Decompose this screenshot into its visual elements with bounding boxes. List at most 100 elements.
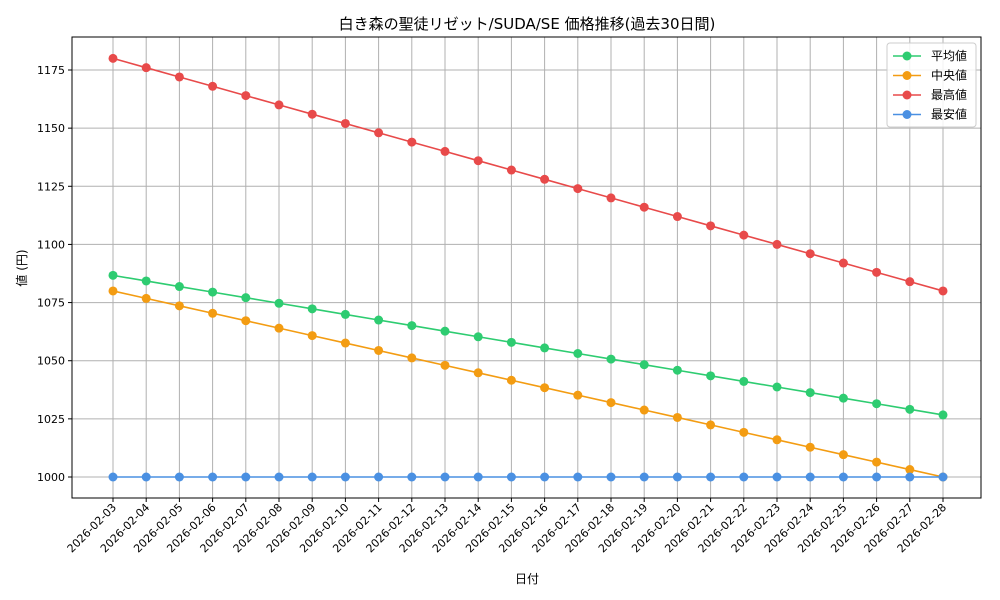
data-point-marker xyxy=(374,128,384,138)
data-point-marker xyxy=(440,326,450,336)
data-point-marker xyxy=(672,212,682,222)
data-point-marker xyxy=(241,316,251,326)
data-point-marker xyxy=(108,270,118,280)
data-point-marker xyxy=(606,354,616,364)
y-axis-label: 値 (円) xyxy=(14,249,29,286)
data-point-marker xyxy=(108,286,118,296)
legend-label: 平均値 xyxy=(931,48,967,63)
y-tick-label: 1125 xyxy=(37,180,65,193)
data-point-marker xyxy=(506,337,516,347)
data-point-marker xyxy=(772,239,782,249)
data-point-marker xyxy=(141,63,151,73)
data-point-marker xyxy=(938,472,948,482)
data-point-marker xyxy=(141,293,151,303)
data-point-marker xyxy=(108,53,118,63)
data-point-marker xyxy=(540,383,550,393)
data-point-marker xyxy=(274,472,284,482)
data-point-marker xyxy=(174,301,184,311)
legend-label: 最高値 xyxy=(931,87,967,102)
data-point-marker xyxy=(307,331,317,341)
data-point-marker xyxy=(938,286,948,296)
data-point-marker xyxy=(440,472,450,482)
data-point-marker xyxy=(340,309,350,319)
data-point-marker xyxy=(706,420,716,430)
data-point-marker xyxy=(739,427,749,437)
data-point-marker xyxy=(573,472,583,482)
data-point-marker xyxy=(374,345,384,355)
data-point-marker xyxy=(706,221,716,231)
data-point-marker xyxy=(208,308,218,318)
data-point-marker xyxy=(772,435,782,445)
data-point-marker xyxy=(739,472,749,482)
legend-item: 平均値 xyxy=(893,48,967,63)
data-point-marker xyxy=(208,287,218,297)
data-point-marker xyxy=(938,410,948,420)
legend-marker-icon xyxy=(902,51,912,61)
data-point-marker xyxy=(174,472,184,482)
data-point-marker xyxy=(872,457,882,467)
data-point-marker xyxy=(739,376,749,386)
data-point-marker xyxy=(672,472,682,482)
data-point-marker xyxy=(407,137,417,147)
y-tick-label: 1100 xyxy=(37,238,65,251)
data-point-marker xyxy=(407,353,417,363)
data-point-marker xyxy=(241,293,251,303)
data-point-marker xyxy=(805,472,815,482)
data-point-marker xyxy=(473,368,483,378)
data-point-marker xyxy=(872,267,882,277)
data-point-marker xyxy=(905,465,915,475)
data-point-marker xyxy=(241,472,251,482)
data-point-marker xyxy=(407,472,417,482)
legend-label: 中央値 xyxy=(931,68,967,83)
data-point-marker xyxy=(639,472,649,482)
data-point-marker xyxy=(872,472,882,482)
data-point-marker xyxy=(905,472,915,482)
data-point-marker xyxy=(838,450,848,460)
data-point-marker xyxy=(374,315,384,325)
data-point-marker xyxy=(340,472,350,482)
data-point-marker xyxy=(838,472,848,482)
series-line xyxy=(108,286,948,482)
data-point-marker xyxy=(540,472,550,482)
y-tick-label: 1150 xyxy=(37,122,65,135)
data-point-marker xyxy=(639,405,649,415)
data-point-marker xyxy=(639,202,649,212)
legend-marker-icon xyxy=(902,110,912,119)
data-point-marker xyxy=(573,184,583,194)
y-tick-label: 1050 xyxy=(37,355,65,368)
plot-frame xyxy=(71,36,982,499)
x-axis-label: 日付 xyxy=(515,572,539,586)
data-point-marker xyxy=(340,118,350,128)
data-point-marker xyxy=(872,399,882,409)
data-point-marker xyxy=(108,472,118,482)
data-point-marker xyxy=(307,109,317,119)
data-point-marker xyxy=(706,472,716,482)
grid-lines xyxy=(72,37,981,498)
data-point-marker xyxy=(174,282,184,292)
legend-item: 最高値 xyxy=(893,87,967,102)
data-point-marker xyxy=(805,388,815,398)
data-point-marker xyxy=(772,472,782,482)
data-point-marker xyxy=(473,156,483,166)
data-point-marker xyxy=(606,398,616,408)
data-point-marker xyxy=(506,472,516,482)
series-line xyxy=(108,53,948,296)
data-point-marker xyxy=(706,371,716,381)
data-point-marker xyxy=(307,472,317,482)
data-point-marker xyxy=(274,100,284,110)
y-tick-label: 1000 xyxy=(37,471,65,484)
data-point-marker xyxy=(473,332,483,342)
x-axis-ticks: 2026-02-032026-02-042026-02-052026-02-06… xyxy=(65,498,949,555)
legend-box xyxy=(886,42,977,128)
y-tick-label: 1175 xyxy=(37,64,65,77)
data-point-marker xyxy=(141,276,151,286)
data-point-marker xyxy=(573,390,583,400)
data-point-marker xyxy=(274,323,284,333)
legend-marker-icon xyxy=(902,71,912,80)
data-point-marker xyxy=(340,338,350,348)
legend-item: 中央値 xyxy=(893,68,967,83)
y-tick-label: 1025 xyxy=(37,413,65,426)
data-point-marker xyxy=(506,165,516,175)
legend-marker-icon xyxy=(902,90,912,100)
data-point-marker xyxy=(307,304,317,314)
